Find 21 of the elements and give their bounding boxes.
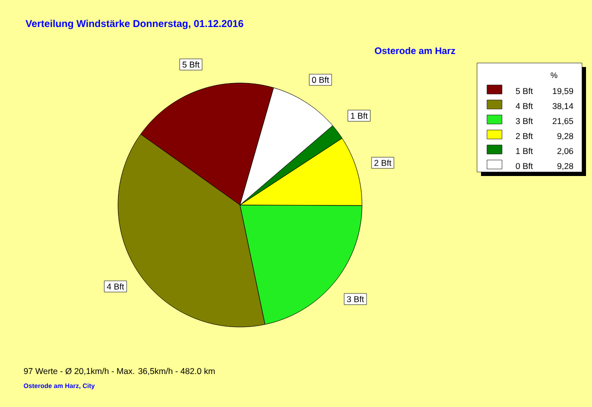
legend-label: 3 Bft bbox=[516, 118, 533, 124]
data-label: 9,28 bbox=[557, 133, 574, 140]
data-label: 9,28 bbox=[557, 163, 574, 170]
data-label: 2,06 bbox=[557, 148, 574, 156]
chart-title: Verteilung Windstärke Donnerstag, 01.12.2016 bbox=[26, 20, 244, 30]
data-label: 38,14 bbox=[552, 103, 574, 110]
data-label: 19,59 bbox=[552, 88, 574, 96]
legend-label: 2 Bft bbox=[516, 132, 533, 140]
chart-subtitle: Osterode am Harz bbox=[374, 47, 456, 54]
slice-label: 3 Bft bbox=[346, 296, 364, 302]
text: 97 Werte - Ø 20,1km/h - Max. 36,5km/h - 482.0 km bbox=[24, 368, 215, 376]
legend-label: 1 Bft bbox=[516, 148, 533, 154]
data-label: 21,65 bbox=[552, 118, 574, 126]
slice-label: 2 Bft bbox=[374, 160, 392, 166]
slice-label: 1 Bft bbox=[350, 112, 368, 119]
slice-label: 5 Bft bbox=[182, 61, 200, 68]
legend-label: 0 Bft bbox=[516, 162, 533, 170]
slice-label: 4 Bft bbox=[106, 283, 124, 290]
legend-label: 5 Bft bbox=[516, 88, 533, 94]
slice-label: 0 Bft bbox=[312, 76, 330, 83]
legend-label: 4 Bft bbox=[516, 102, 533, 110]
